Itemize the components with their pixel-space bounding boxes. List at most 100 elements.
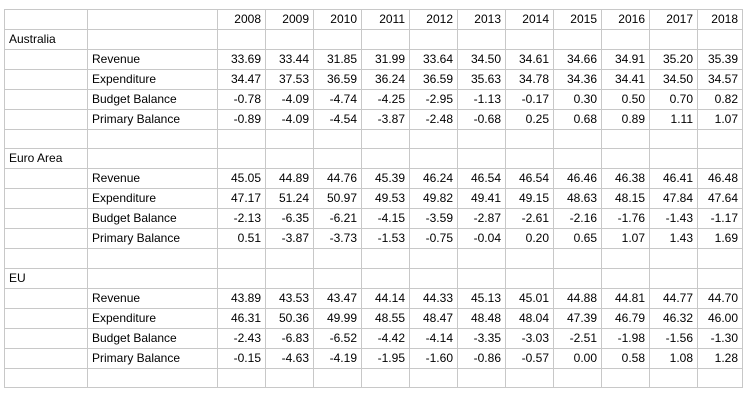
empty-cell[interactable] bbox=[313, 248, 362, 269]
value-cell[interactable]: 46.54 bbox=[505, 168, 554, 190]
empty-cell[interactable] bbox=[601, 367, 650, 389]
value-cell[interactable]: 47.39 bbox=[553, 307, 602, 329]
value-cell[interactable]: -6.21 bbox=[313, 208, 362, 230]
empty-cell[interactable] bbox=[457, 248, 506, 269]
empty-cell[interactable] bbox=[409, 367, 458, 389]
value-cell[interactable]: 46.46 bbox=[553, 168, 602, 190]
empty-cell[interactable] bbox=[697, 367, 743, 389]
empty-cell[interactable] bbox=[361, 367, 410, 389]
value-cell[interactable]: 1.07 bbox=[601, 228, 650, 250]
value-cell[interactable]: 0.68 bbox=[553, 109, 602, 130]
value-cell[interactable]: 0.82 bbox=[697, 89, 743, 110]
value-cell[interactable]: 34.91 bbox=[601, 49, 650, 70]
value-cell[interactable]: 0.65 bbox=[553, 228, 602, 250]
value-cell[interactable]: 35.63 bbox=[457, 69, 506, 90]
value-cell[interactable]: -2.51 bbox=[553, 327, 602, 349]
value-cell[interactable]: 44.76 bbox=[313, 168, 362, 190]
value-cell[interactable]: 31.99 bbox=[361, 49, 410, 70]
value-cell[interactable]: -1.60 bbox=[409, 347, 458, 369]
row-label[interactable]: Expenditure bbox=[87, 188, 218, 210]
value-cell[interactable]: 0.20 bbox=[505, 228, 554, 250]
value-cell[interactable]: 46.48 bbox=[697, 168, 743, 190]
empty-cell[interactable] bbox=[649, 248, 698, 269]
value-cell[interactable]: 51.24 bbox=[265, 188, 314, 210]
empty-cell[interactable] bbox=[457, 267, 506, 289]
empty-cell[interactable] bbox=[313, 29, 362, 50]
empty-cell[interactable] bbox=[697, 128, 743, 150]
value-cell[interactable]: -0.17 bbox=[505, 89, 554, 110]
empty-cell[interactable] bbox=[217, 128, 266, 150]
value-cell[interactable]: 46.24 bbox=[409, 168, 458, 190]
value-cell[interactable]: 47.64 bbox=[697, 188, 743, 210]
value-cell[interactable]: -3.59 bbox=[409, 208, 458, 230]
value-cell[interactable]: 49.41 bbox=[457, 188, 506, 210]
value-cell[interactable]: 49.15 bbox=[505, 188, 554, 210]
value-cell[interactable]: 48.47 bbox=[409, 307, 458, 329]
empty-cell[interactable] bbox=[217, 367, 266, 389]
value-cell[interactable]: -6.83 bbox=[265, 327, 314, 349]
value-cell[interactable]: 1.07 bbox=[697, 109, 743, 130]
empty-cell[interactable] bbox=[217, 148, 266, 170]
empty-cell[interactable] bbox=[4, 89, 88, 110]
value-cell[interactable]: -4.19 bbox=[313, 347, 362, 369]
value-cell[interactable]: -0.75 bbox=[409, 228, 458, 250]
value-cell[interactable]: -4.15 bbox=[361, 208, 410, 230]
empty-cell[interactable] bbox=[217, 248, 266, 269]
value-cell[interactable]: 33.44 bbox=[265, 49, 314, 70]
empty-cell[interactable] bbox=[649, 29, 698, 50]
value-cell[interactable]: -6.52 bbox=[313, 327, 362, 349]
value-cell[interactable]: 0.51 bbox=[217, 228, 266, 250]
value-cell[interactable]: -4.74 bbox=[313, 89, 362, 110]
value-cell[interactable]: 0.00 bbox=[553, 347, 602, 369]
empty-cell[interactable] bbox=[601, 267, 650, 289]
empty-cell[interactable] bbox=[409, 248, 458, 269]
year-header[interactable]: 2014 bbox=[505, 9, 554, 30]
value-cell[interactable]: 1.28 bbox=[697, 347, 743, 369]
value-cell[interactable]: 37.53 bbox=[265, 69, 314, 90]
empty-cell[interactable] bbox=[697, 148, 743, 170]
empty-cell[interactable] bbox=[4, 287, 88, 309]
value-cell[interactable]: 46.32 bbox=[649, 307, 698, 329]
value-cell[interactable]: 1.43 bbox=[649, 228, 698, 250]
empty-cell[interactable] bbox=[87, 9, 218, 30]
empty-cell[interactable] bbox=[4, 248, 88, 269]
empty-cell[interactable] bbox=[697, 29, 743, 50]
value-cell[interactable]: 44.88 bbox=[553, 287, 602, 309]
value-cell[interactable]: 34.36 bbox=[553, 69, 602, 90]
value-cell[interactable]: -4.54 bbox=[313, 109, 362, 130]
empty-cell[interactable] bbox=[505, 29, 554, 50]
empty-cell[interactable] bbox=[649, 128, 698, 150]
empty-cell[interactable] bbox=[4, 9, 88, 30]
empty-cell[interactable] bbox=[457, 29, 506, 50]
value-cell[interactable]: 46.31 bbox=[217, 307, 266, 329]
year-header[interactable]: 2010 bbox=[313, 9, 362, 30]
empty-cell[interactable] bbox=[697, 248, 743, 269]
value-cell[interactable]: -1.76 bbox=[601, 208, 650, 230]
value-cell[interactable]: 46.38 bbox=[601, 168, 650, 190]
empty-cell[interactable] bbox=[87, 148, 218, 170]
value-cell[interactable]: 34.61 bbox=[505, 49, 554, 70]
value-cell[interactable]: -3.87 bbox=[361, 109, 410, 130]
row-label[interactable]: Budget Balance bbox=[87, 208, 218, 230]
value-cell[interactable]: -3.35 bbox=[457, 327, 506, 349]
value-cell[interactable]: 0.70 bbox=[649, 89, 698, 110]
value-cell[interactable]: 46.41 bbox=[649, 168, 698, 190]
empty-cell[interactable] bbox=[361, 29, 410, 50]
value-cell[interactable]: -2.16 bbox=[553, 208, 602, 230]
empty-cell[interactable] bbox=[649, 148, 698, 170]
value-cell[interactable]: -0.57 bbox=[505, 347, 554, 369]
value-cell[interactable]: 43.89 bbox=[217, 287, 266, 309]
value-cell[interactable]: 0.25 bbox=[505, 109, 554, 130]
value-cell[interactable]: 0.89 bbox=[601, 109, 650, 130]
empty-cell[interactable] bbox=[313, 128, 362, 150]
value-cell[interactable]: 49.99 bbox=[313, 307, 362, 329]
value-cell[interactable]: 31.85 bbox=[313, 49, 362, 70]
empty-cell[interactable] bbox=[505, 128, 554, 150]
value-cell[interactable]: -2.48 bbox=[409, 109, 458, 130]
row-label[interactable]: Expenditure bbox=[87, 307, 218, 329]
value-cell[interactable]: 34.41 bbox=[601, 69, 650, 90]
value-cell[interactable]: -4.63 bbox=[265, 347, 314, 369]
empty-cell[interactable] bbox=[265, 367, 314, 389]
value-cell[interactable]: 34.66 bbox=[553, 49, 602, 70]
value-cell[interactable]: 47.84 bbox=[649, 188, 698, 210]
